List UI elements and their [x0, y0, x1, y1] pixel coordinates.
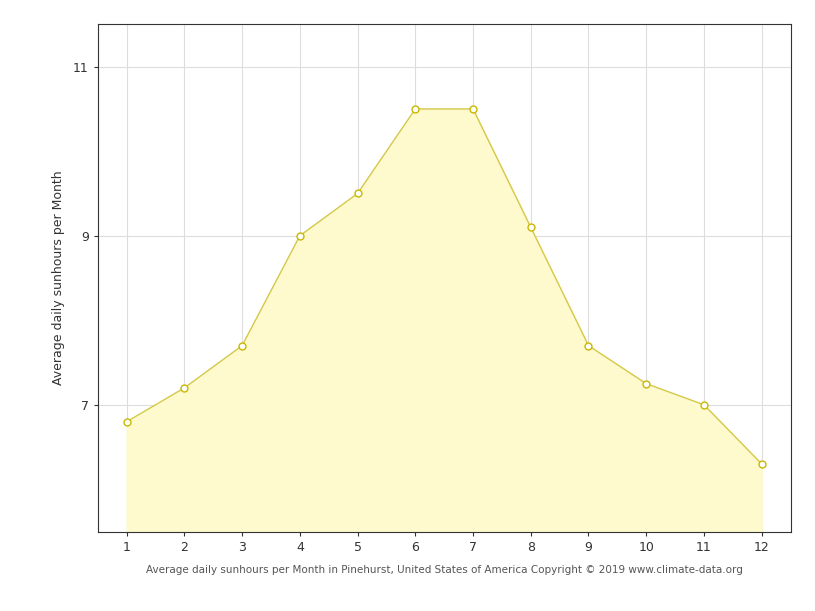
X-axis label: Average daily sunhours per Month in Pinehurst, United States of America Copyrigh: Average daily sunhours per Month in Pine…: [146, 565, 742, 575]
Y-axis label: Average daily sunhours per Month: Average daily sunhours per Month: [51, 170, 64, 386]
